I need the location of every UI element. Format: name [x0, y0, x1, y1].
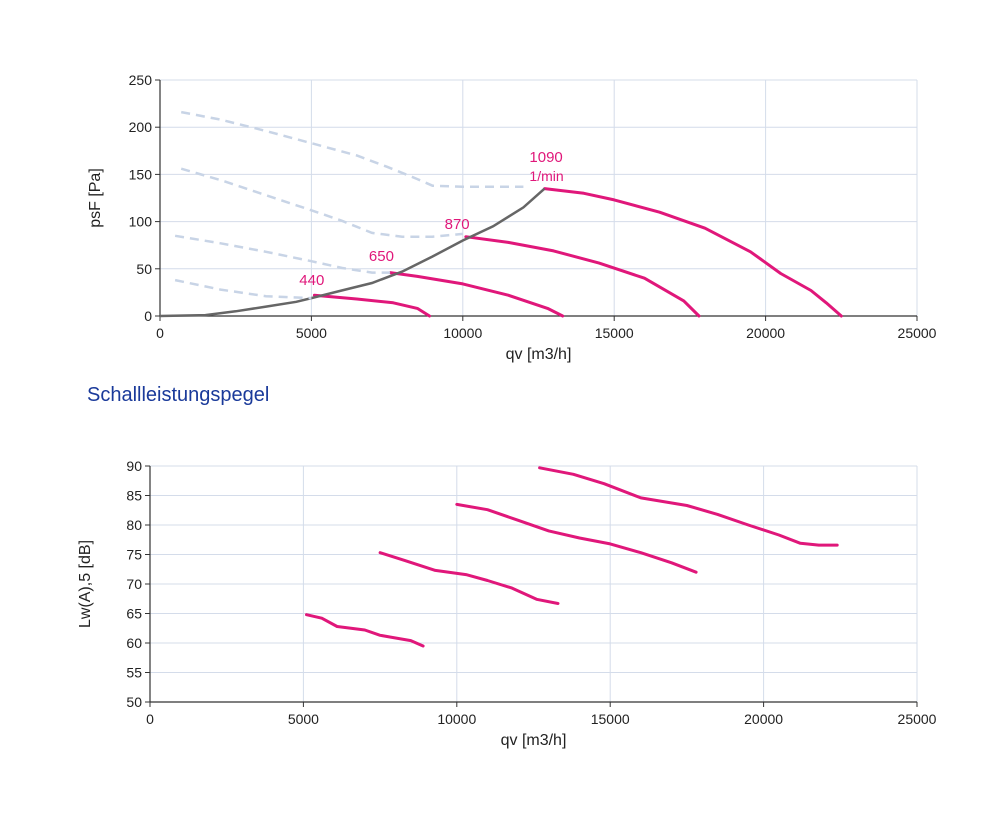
- chart1-y-tick-label: 50: [136, 261, 152, 277]
- chart1-y-tick-label: 100: [129, 214, 153, 230]
- chart1-x-tick-label: 15000: [595, 325, 634, 341]
- chart2-x-tick-label: 15000: [591, 711, 630, 727]
- chart1-x-tick-label: 25000: [898, 325, 937, 341]
- chart1-curve-650-rpm: [388, 271, 565, 318]
- chart1-rpm-label: 440: [299, 272, 324, 289]
- chart2-y-tick-label: 80: [126, 517, 142, 533]
- chart1-curve-440-rpm: [312, 293, 431, 318]
- chart2-y-tick-label: 70: [126, 576, 142, 592]
- chart1-y-tick-label: 0: [144, 308, 152, 324]
- chart2-y-tick-label: 65: [126, 606, 142, 622]
- chart2-y-tick-label: 50: [126, 694, 142, 710]
- chart2-x-tick-label: 25000: [898, 711, 937, 727]
- chart1-rpm-label: 1090: [529, 149, 562, 166]
- chart1-system-curve: [159, 187, 546, 318]
- chart1-reference-curve-dashed: [174, 278, 312, 300]
- chart1-x-tick-label: 5000: [296, 325, 327, 341]
- chart1-x-tick-label: 10000: [443, 325, 482, 341]
- chart1-reference-curve-dashed: [180, 110, 524, 188]
- chart1-curve-1090-rpm: [543, 187, 843, 318]
- chart2-curve-440-rpm: [305, 613, 425, 648]
- chart2-x-tick-label: 20000: [744, 711, 783, 727]
- chart1-reference-curve-dashed: [174, 234, 391, 274]
- chart1-y-tick-label: 150: [129, 166, 153, 182]
- chart2-y-tick-label: 85: [126, 488, 142, 504]
- chart2-curve-650-rpm: [378, 551, 560, 605]
- chart2-y-axis-label: Lw(A),5 [dB]: [77, 540, 94, 628]
- chart1-rpm-label: 650: [369, 248, 394, 265]
- chart2-y-tick-label: 60: [126, 635, 142, 651]
- chart1-y-tick-label: 250: [129, 72, 153, 88]
- chart1-x-axis-label: qv [m3/h]: [506, 346, 572, 363]
- chart2-x-tick-label: 5000: [288, 711, 319, 727]
- chart1-x-tick-label: 20000: [746, 325, 785, 341]
- chart2-y-tick-label: 75: [126, 547, 142, 563]
- chart1-y-axis-label: psF [Pa]: [87, 168, 104, 228]
- section-title: Schallleistungspegel: [87, 384, 270, 406]
- chart2-y-tick-label: 90: [126, 458, 142, 474]
- chart1-rpm-label: 870: [445, 216, 470, 233]
- chart2-curve-1090-rpm: [538, 466, 839, 547]
- chart2-curve-870-rpm: [455, 502, 698, 574]
- chart1-x-tick-label: 0: [156, 325, 164, 341]
- chart2-y-tick-label: 55: [126, 665, 142, 681]
- chart2-x-axis-label: qv [m3/h]: [501, 732, 567, 749]
- chart1-reference-curve-dashed: [180, 167, 463, 238]
- chart2-x-tick-label: 10000: [437, 711, 476, 727]
- chart1-y-tick-label: 200: [129, 119, 153, 135]
- chart2-x-tick-label: 0: [146, 711, 154, 727]
- chart1-curve-870-rpm: [464, 235, 701, 318]
- chart1-rpm-label: 1/min: [529, 168, 563, 184]
